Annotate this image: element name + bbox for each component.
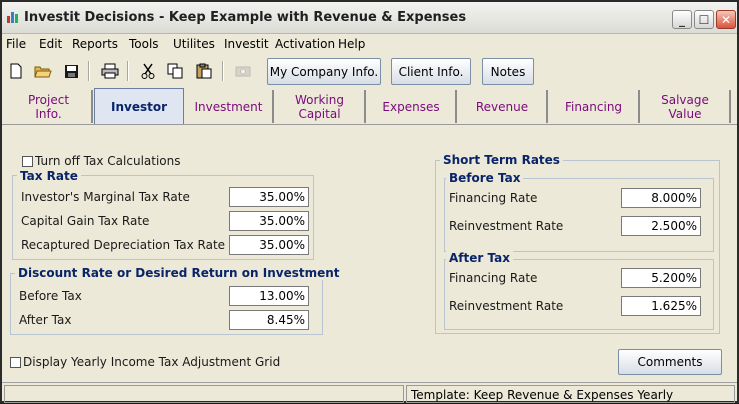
tab-salvage-value[interactable]: Salvage Value [641, 90, 731, 123]
camera-icon [235, 66, 251, 77]
marginal-tax-input[interactable]: 35.00% [229, 187, 309, 207]
toolbar-separator [127, 61, 129, 81]
menu-utilites[interactable]: Utilites [173, 37, 215, 51]
after-tax-group [444, 259, 714, 330]
recaptured-depreciation-label: Recaptured Depreciation Tax Rate [21, 238, 226, 252]
maximize-button[interactable]: ☐ [694, 10, 714, 29]
capital-gain-input[interactable]: 35.00% [229, 211, 309, 231]
discount-before-tax-label: Before Tax [19, 289, 82, 303]
after-tax-title: After Tax [446, 251, 513, 265]
discount-before-tax-input[interactable]: 13.00% [229, 286, 309, 306]
turn-off-tax-checkbox[interactable] [22, 156, 33, 167]
copy-button[interactable] [164, 60, 186, 82]
close-button[interactable]: ✕ [716, 10, 736, 29]
before-tax-group [444, 178, 714, 252]
tab-expenses[interactable]: Expenses [367, 90, 457, 123]
tab-revenue[interactable]: Revenue [458, 90, 548, 123]
tab-project-info[interactable]: Project Info. [6, 90, 93, 123]
floppy-disk-icon [64, 64, 78, 78]
cut-button[interactable] [137, 60, 159, 82]
tab-label: Financing [564, 99, 623, 114]
minimize-icon: _ [679, 12, 685, 27]
notes-button[interactable]: Notes [482, 58, 534, 85]
before-financing-rate-input[interactable]: 8.000% [621, 188, 701, 208]
turn-off-tax-label: Turn off Tax Calculations [35, 154, 181, 168]
display-grid-label: Display Yearly Income Tax Adjustment Gri… [23, 355, 281, 369]
status-template: Template: Keep Revenue & Expenses Yearly [406, 385, 735, 403]
save-button[interactable] [60, 60, 82, 82]
before-reinvestment-rate-input[interactable]: 2.500% [621, 216, 701, 236]
menu-bar: File Edit Reports Tools Utilites Investi… [2, 35, 737, 55]
tab-label: Investor [110, 99, 167, 114]
tab-label: Salvage Value [661, 92, 709, 121]
print-button[interactable] [99, 60, 121, 82]
new-button[interactable] [5, 60, 27, 82]
before-tax-title: Before Tax [446, 171, 524, 185]
minimize-button[interactable]: _ [672, 10, 692, 29]
investor-panel: Turn off Tax Calculations Tax Rate Inves… [2, 124, 737, 375]
capital-gain-label: Capital Gain Tax Rate [21, 214, 150, 228]
after-financing-rate-input[interactable]: 5.200% [621, 268, 701, 288]
menu-edit[interactable]: Edit [39, 37, 63, 51]
short-term-rates-group [435, 160, 720, 334]
recaptured-depreciation-input[interactable]: 35.00% [229, 235, 309, 255]
close-icon: ✕ [720, 12, 732, 27]
short-term-rates-title: Short Term Rates [440, 153, 563, 167]
title-bar[interactable]: Investit Decisions - Keep Example with R… [2, 2, 737, 34]
menu-help[interactable]: Help [338, 37, 366, 51]
before-reinvestment-rate-label: Reinvestment Rate [449, 219, 564, 233]
status-cell-left [4, 385, 404, 403]
tab-investment[interactable]: Investment [185, 90, 274, 123]
tab-investor[interactable]: Investor [94, 88, 184, 124]
status-bar: Template: Keep Revenue & Expenses Yearly [2, 382, 737, 404]
open-button[interactable] [32, 60, 54, 82]
clipboard-paste-icon [196, 63, 212, 79]
window-title: Investit Decisions - Keep Example with R… [24, 10, 467, 25]
tab-label: Revenue [475, 99, 529, 114]
menu-investit[interactable]: Investit [224, 37, 269, 51]
marginal-tax-label: Investor's Marginal Tax Rate [21, 190, 190, 204]
after-reinvestment-rate-input[interactable]: 1.625% [621, 296, 701, 316]
paste-button[interactable] [193, 60, 215, 82]
tab-label: Investment [194, 99, 263, 114]
tab-strip: Project Info. Investor Investment Workin… [2, 88, 737, 124]
menu-reports[interactable]: Reports [72, 37, 119, 51]
app-chart-icon [7, 12, 18, 23]
scissors-icon [141, 63, 155, 79]
tax-rate-title: Tax Rate [17, 169, 81, 183]
tab-label: Working Capital [295, 92, 344, 121]
folder-open-icon [34, 66, 52, 78]
after-reinvestment-rate-label: Reinvestment Rate [449, 299, 564, 313]
after-financing-rate-label: Financing Rate [449, 271, 538, 285]
discount-after-tax-label: After Tax [19, 313, 72, 327]
toolbar: My Company Info. Client Info. Notes [2, 57, 737, 87]
tab-working-capital[interactable]: Working Capital [275, 90, 366, 123]
menu-file[interactable]: File [6, 37, 27, 51]
toolbar-separator [222, 61, 224, 81]
new-file-icon [10, 63, 22, 79]
tab-label: Project Info. [27, 92, 70, 121]
menu-activation[interactable]: Activation [275, 37, 336, 51]
before-financing-rate-label: Financing Rate [449, 191, 538, 205]
maximize-icon: ☐ [698, 12, 710, 27]
tax-rate-group [12, 175, 314, 260]
tab-label: Expenses [382, 99, 440, 114]
menu-tools[interactable]: Tools [129, 37, 159, 51]
my-company-info-button[interactable]: My Company Info. [267, 58, 381, 85]
copy-icon [167, 63, 183, 79]
client-info-button[interactable]: Client Info. [391, 58, 471, 85]
comments-button[interactable]: Comments [618, 349, 722, 375]
printer-icon [101, 63, 119, 79]
toolbar-separator [88, 61, 90, 81]
display-grid-checkbox[interactable] [10, 357, 21, 368]
disabled-tool-button[interactable] [232, 60, 254, 82]
discount-after-tax-input[interactable]: 8.45% [229, 310, 309, 330]
discount-rate-title: Discount Rate or Desired Return on Inves… [15, 266, 343, 280]
tab-financing[interactable]: Financing [549, 90, 640, 123]
